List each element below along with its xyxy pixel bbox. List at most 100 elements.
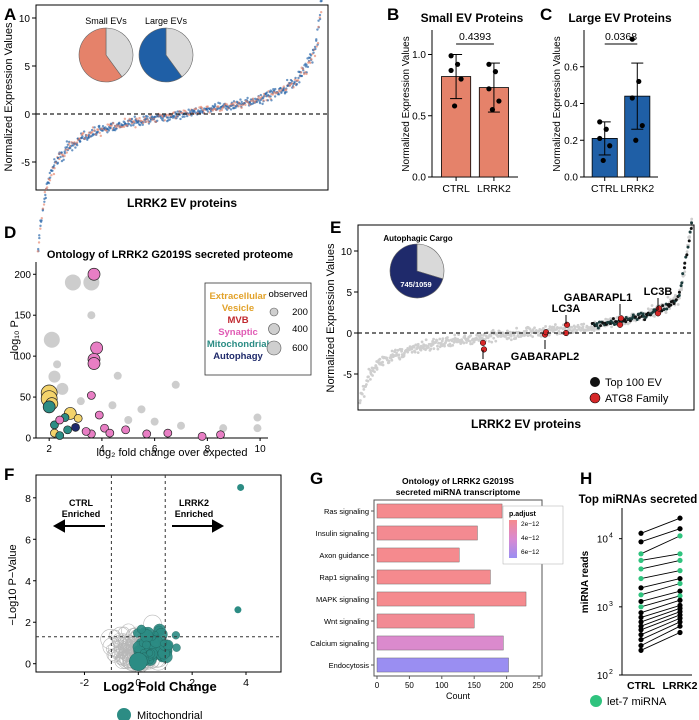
panel-e-point xyxy=(358,401,362,405)
panel-a-point xyxy=(269,95,272,98)
ctrl-point xyxy=(638,566,644,572)
legend-size-600: 600 xyxy=(292,343,308,354)
panel-a-point xyxy=(48,171,52,175)
panel-d-point-pink xyxy=(100,423,109,433)
atg8-point xyxy=(480,346,488,353)
panel-e-point xyxy=(526,334,530,337)
panel-a-point xyxy=(296,79,300,82)
panel-f-mito-point xyxy=(234,606,242,614)
panel-e-point xyxy=(456,338,460,342)
panel-e-point xyxy=(469,334,473,337)
category-label: Ras signaling xyxy=(324,507,369,516)
pair-line xyxy=(640,590,681,602)
panel-a-point xyxy=(239,98,242,101)
panel-a-point xyxy=(213,103,217,106)
y-tick-label: 0.2 xyxy=(564,136,578,147)
panel-d-point-grey xyxy=(113,371,122,380)
panel-e-top100-point xyxy=(624,316,628,320)
panel-g-title-line2: secreted miRNA transcriptome xyxy=(396,487,521,497)
gene-label-gabarapl2: GABARAPL2 xyxy=(511,351,579,363)
data-point xyxy=(629,95,635,101)
panel-a-point xyxy=(39,224,42,228)
panel-d-legend-box xyxy=(204,282,312,376)
ctrl-point xyxy=(638,619,644,625)
panel-a-point xyxy=(59,155,62,159)
panel-e-top100-point xyxy=(689,227,693,231)
panel-a-point xyxy=(221,106,225,109)
pair-line xyxy=(640,621,681,641)
legend-mitochondrial-label: Mitochondrial xyxy=(137,710,202,720)
panel-a-point xyxy=(301,67,305,71)
panel-e-point xyxy=(373,370,376,374)
panel-e-point xyxy=(472,340,476,344)
legend-synaptic: Synaptic xyxy=(218,327,258,338)
y-tick-base: 10 xyxy=(597,535,609,546)
panel-e-top100-point xyxy=(633,315,637,319)
x-tick-label: -2 xyxy=(80,677,89,689)
panel-d-point-pink xyxy=(197,432,207,441)
bar-endocytosis xyxy=(376,657,509,673)
lrrk2-point xyxy=(677,588,683,594)
panel-a-point xyxy=(44,196,48,200)
pair-line xyxy=(640,578,681,589)
lrrk2-point xyxy=(677,526,683,532)
panel-e-point xyxy=(419,348,423,352)
panel-e-top100-point xyxy=(635,317,639,321)
panel-a-point xyxy=(44,193,47,197)
panel-e-point xyxy=(573,325,577,329)
x-tick-label: 6 xyxy=(152,444,158,455)
panel-e-top100-point xyxy=(686,245,690,249)
panel-a-point xyxy=(271,93,275,96)
panel-e-frame xyxy=(357,224,695,411)
panel-e-top100-point xyxy=(682,266,686,270)
panel-a-point xyxy=(282,85,286,88)
panel-e-point xyxy=(487,339,491,343)
panel-f-frame xyxy=(35,474,282,673)
data-point xyxy=(603,126,609,132)
panel-c: Large EV Proteins Normalized Expression … xyxy=(552,11,672,195)
ctrl-point xyxy=(638,592,644,598)
panel-e-top100-point xyxy=(671,299,675,303)
panel-d-point-pink xyxy=(94,410,104,420)
panel-a-point xyxy=(38,234,41,237)
panel-e-top100-point xyxy=(598,324,602,328)
panel-e-top100-point xyxy=(631,313,635,317)
panel-e-point xyxy=(582,322,586,326)
panel-e-point xyxy=(685,250,689,254)
panel-a-point xyxy=(316,28,319,31)
panel-f-point xyxy=(107,641,125,658)
data-point xyxy=(600,157,606,164)
panel-a-point xyxy=(63,150,66,153)
gene-label-lc3b: LC3B xyxy=(644,286,673,298)
panel-e-point xyxy=(553,323,557,326)
x-tick-label: 8 xyxy=(205,444,211,455)
panel-a-point xyxy=(240,100,243,104)
legend-atg8-dot xyxy=(589,392,601,404)
x-tick-label: 10 xyxy=(255,444,267,455)
panel-e-point xyxy=(529,333,532,337)
panel-e-top100-point xyxy=(665,307,669,311)
p-value-label: 0.4393 xyxy=(459,31,491,43)
panel-d-point-pink xyxy=(90,341,103,355)
category-label: Axon guidance xyxy=(319,551,369,560)
panel-e-point xyxy=(457,333,460,336)
atg8-point xyxy=(542,329,550,336)
panel-a-point xyxy=(101,124,105,128)
panel-e-top100-point xyxy=(672,302,676,306)
pie-small-evs-rest xyxy=(105,27,134,78)
data-point xyxy=(486,61,492,67)
panel-e-point xyxy=(402,354,406,358)
panel-e-point xyxy=(387,359,391,363)
panel-a-point xyxy=(300,74,304,78)
panel-e-point xyxy=(362,395,366,398)
panel-e-point xyxy=(435,339,439,342)
panel-d-point-grey xyxy=(253,424,262,433)
panel-e-point xyxy=(438,337,442,341)
panel-e-point xyxy=(575,325,579,329)
panel-e-top100-point xyxy=(662,307,666,311)
panel-a-point xyxy=(100,127,103,131)
panel-a-point xyxy=(82,131,85,135)
pair-line xyxy=(640,607,681,623)
panel-a-point xyxy=(48,179,52,182)
panel-d-point-grey xyxy=(76,397,85,406)
